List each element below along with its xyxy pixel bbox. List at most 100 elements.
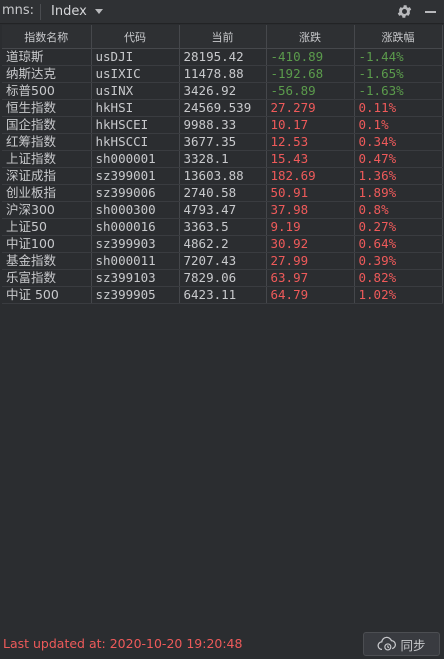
table-row[interactable]: 深证成指 sz399001 13603.88 182.69 1.36%	[2, 167, 443, 185]
column-header-current[interactable]: 当前	[179, 25, 267, 49]
index-code-cell: sh000300	[91, 201, 180, 219]
index-name-cell: 纳斯达克	[2, 65, 92, 83]
column-header-change-percent[interactable]: 涨跌幅	[354, 25, 443, 49]
table-row[interactable]: 乐富指数 sz399103 7829.06 63.97 0.82%	[2, 269, 443, 287]
index-code-cell: sz399903	[91, 235, 180, 253]
index-name-cell: 红筹指数	[2, 133, 92, 151]
current-value-cell: 2740.58	[179, 184, 267, 202]
index-name-cell: 上证指数	[2, 150, 92, 168]
index-name-cell: 创业板指	[2, 184, 92, 202]
current-value-cell: 3328.1	[179, 150, 267, 168]
change-value-cell: 63.97	[266, 269, 355, 287]
change-percent-cell: 0.39%	[354, 252, 443, 270]
change-percent-cell: 0.8%	[354, 201, 443, 219]
change-percent-cell: 0.11%	[354, 99, 443, 117]
change-percent-cell: -1.44%	[354, 48, 443, 66]
table-row[interactable]: 红筹指数 hkHSCCI 3677.35 12.53 0.34%	[2, 133, 443, 151]
index-table: 指数名称 代码 当前 涨跌 涨跌幅 道琼斯 usDJI 28195.42 -410.8…	[2, 25, 443, 304]
table-row[interactable]: 中证100 sz399903 4862.2 30.92 0.64%	[2, 235, 443, 253]
change-percent-cell: 1.89%	[354, 184, 443, 202]
index-code-cell: hkHSCCI	[91, 133, 180, 151]
table-row[interactable]: 道琼斯 usDJI 28195.42 -410.89 -1.44%	[2, 48, 443, 66]
current-value-cell: 7207.43	[179, 252, 267, 270]
current-value-cell: 24569.539	[179, 99, 267, 117]
cloud-sync-icon	[377, 636, 397, 651]
column-header-change[interactable]: 涨跌	[266, 25, 355, 49]
change-percent-cell: 0.64%	[354, 235, 443, 253]
change-value-cell: 27.99	[266, 252, 355, 270]
current-value-cell: 11478.88	[179, 65, 267, 83]
table-row[interactable]: 上证指数 sh000001 3328.1 15.43 0.47%	[2, 150, 443, 168]
table-row[interactable]: 基金指数 sh000011 7207.43 27.99 0.39%	[2, 252, 443, 270]
sync-button-label: 同步	[400, 637, 426, 653]
index-code-cell: sz399103	[91, 269, 180, 287]
table-row[interactable]: 恒生指数 hkHSI 24569.539 27.279 0.11%	[2, 99, 443, 117]
current-value-cell: 7829.06	[179, 269, 267, 287]
current-value-cell: 13603.88	[179, 167, 267, 185]
change-percent-cell: 0.1%	[354, 116, 443, 134]
change-value-cell: -56.89	[266, 82, 355, 100]
change-percent-cell: 0.47%	[354, 150, 443, 168]
change-percent-cell: 0.27%	[354, 218, 443, 236]
tool-window-toolbar: mns: Index	[0, 0, 444, 24]
column-header-name[interactable]: 指数名称	[2, 25, 92, 49]
index-code-cell: usINX	[91, 82, 180, 100]
gear-icon[interactable]	[396, 3, 413, 20]
index-name-cell: 乐富指数	[2, 269, 92, 287]
current-value-cell: 3363.5	[179, 218, 267, 236]
index-name-cell: 标普500	[2, 82, 92, 100]
minimize-icon[interactable]	[424, 4, 438, 19]
change-value-cell: 64.79	[266, 286, 355, 304]
current-value-cell: 4793.47	[179, 201, 267, 219]
index-name-cell: 上证50	[2, 218, 92, 236]
table-row[interactable]: 国企指数 hkHSCEI 9988.33 10.17 0.1%	[2, 116, 443, 134]
change-value-cell: 37.98	[266, 201, 355, 219]
change-value-cell: -410.89	[266, 48, 355, 66]
sync-button[interactable]: 同步	[363, 632, 440, 656]
index-table-container: 指数名称 代码 当前 涨跌 涨跌幅 道琼斯 usDJI 28195.42 -410.8…	[2, 25, 443, 304]
last-updated-status: Last updated at: 2020-10-20 19:20:48	[3, 636, 243, 651]
table-row[interactable]: 创业板指 sz399006 2740.58 50.91 1.89%	[2, 184, 443, 202]
chevron-down-icon	[94, 9, 103, 14]
index-code-cell: hkHSI	[91, 99, 180, 117]
change-value-cell: 9.19	[266, 218, 355, 236]
index-code-cell: usDJI	[91, 48, 180, 66]
view-selector-dropdown[interactable]: Index	[45, 1, 109, 22]
index-code-cell: sz399006	[91, 184, 180, 202]
table-row[interactable]: 上证50 sh000016 3363.5 9.19 0.27%	[2, 218, 443, 236]
change-value-cell: 12.53	[266, 133, 355, 151]
table-body: 道琼斯 usDJI 28195.42 -410.89 -1.44% 纳斯达克 usIXIC 1…	[2, 48, 443, 304]
index-name-cell: 深证成指	[2, 167, 92, 185]
index-code-cell: sh000001	[91, 150, 180, 168]
change-percent-cell: 0.82%	[354, 269, 443, 287]
index-name-cell: 恒生指数	[2, 99, 92, 117]
column-header-code[interactable]: 代码	[91, 25, 180, 49]
change-value-cell: 50.91	[266, 184, 355, 202]
table-row[interactable]: 纳斯达克 usIXIC 11478.88 -192.68 -1.65%	[2, 65, 443, 83]
toolbar-label: mns:	[2, 3, 35, 18]
current-value-cell: 3426.92	[179, 82, 267, 100]
toolbar-separator	[40, 4, 41, 20]
index-code-cell: usIXIC	[91, 65, 180, 83]
table-row[interactable]: 沪深300 sh000300 4793.47 37.98 0.8%	[2, 201, 443, 219]
index-name-cell: 中证 500	[2, 286, 92, 304]
change-value-cell: 27.279	[266, 99, 355, 117]
change-value-cell: 15.43	[266, 150, 355, 168]
view-selector-value: Index	[51, 4, 87, 19]
change-percent-cell: 1.02%	[354, 286, 443, 304]
index-code-cell: hkHSCEI	[91, 116, 180, 134]
index-code-cell: sh000011	[91, 252, 180, 270]
change-value-cell: 182.69	[266, 167, 355, 185]
index-code-cell: sz399905	[91, 286, 180, 304]
current-value-cell: 9988.33	[179, 116, 267, 134]
index-code-cell: sh000016	[91, 218, 180, 236]
table-row[interactable]: 标普500 usINX 3426.92 -56.89 -1.63%	[2, 82, 443, 100]
current-value-cell: 6423.11	[179, 286, 267, 304]
change-percent-cell: -1.63%	[354, 82, 443, 100]
table-row[interactable]: 中证 500 sz399905 6423.11 64.79 1.02%	[2, 286, 443, 304]
current-value-cell: 3677.35	[179, 133, 267, 151]
index-name-cell: 基金指数	[2, 252, 92, 270]
index-code-cell: sz399001	[91, 167, 180, 185]
change-value-cell: 30.92	[266, 235, 355, 253]
